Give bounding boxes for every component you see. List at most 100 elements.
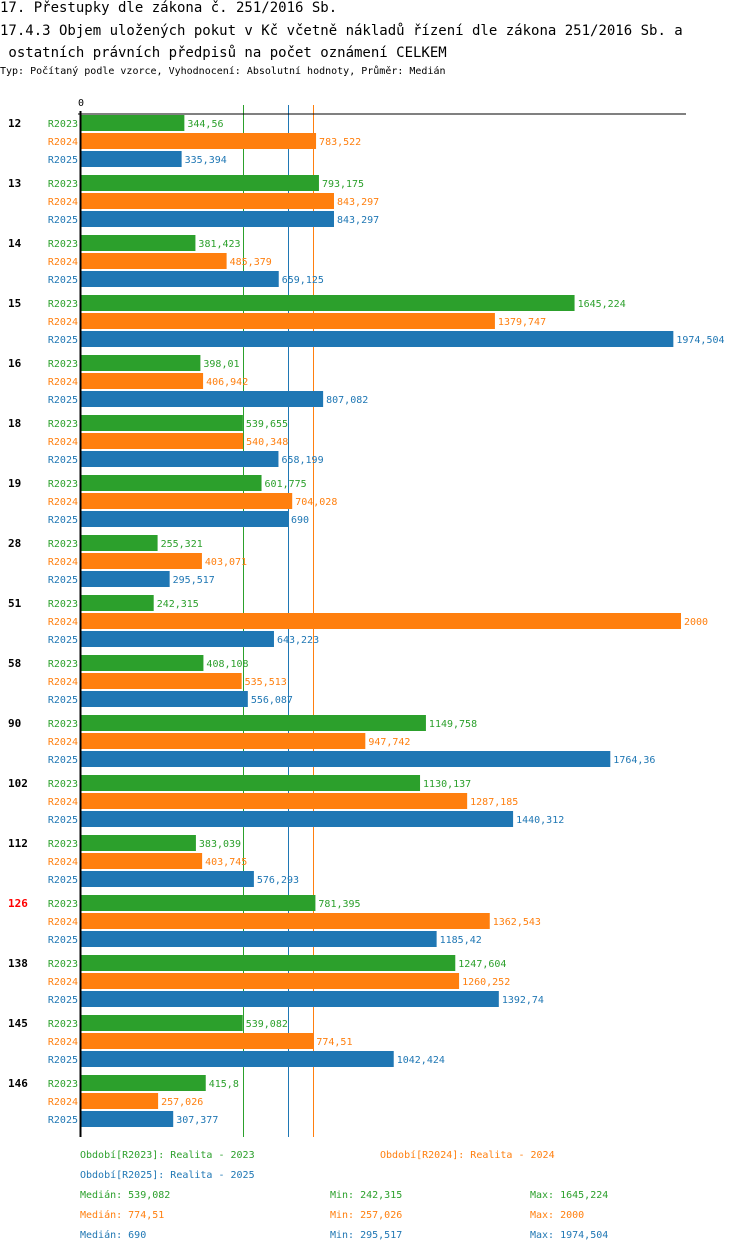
bar-r2025-15 [81, 331, 674, 347]
series-row-label: R2024 [48, 317, 78, 328]
series-row-label: R2024 [48, 1037, 78, 1048]
data-label: 658,199 [281, 455, 323, 466]
bar-r2023-13 [81, 175, 319, 191]
category-label: 102 [8, 777, 28, 790]
bar-r2023-15 [81, 295, 575, 311]
series-row-label: R2025 [48, 275, 78, 286]
category-label: 15 [8, 297, 21, 310]
legend-period-r2024: Období[R2024]: Realita - 2024 [380, 1150, 555, 1161]
category-label: 126 [8, 897, 28, 910]
legend-min-r2025: Min: 295,517 [330, 1230, 403, 1241]
data-label: 601,775 [265, 479, 307, 490]
bar-r2024-112 [81, 853, 203, 869]
category-label: 90 [8, 717, 21, 730]
bar-r2024-13 [81, 193, 334, 209]
data-label: 2000 [684, 617, 708, 628]
series-row-label: R2023 [48, 419, 78, 430]
data-label: 1440,312 [516, 815, 564, 826]
chart-title: 17.4.3 Objem uložených pokut v Kč včetně… [0, 20, 683, 64]
bar-r2024-14 [81, 253, 227, 269]
series-row-label: R2024 [48, 557, 78, 568]
legend-median-r2024: Medián: 774,51 [80, 1210, 165, 1221]
bar-r2024-12 [81, 133, 317, 149]
category-label: 58 [8, 657, 21, 670]
series-row-label: R2023 [48, 299, 78, 310]
category-label: 18 [8, 417, 21, 430]
series-row-label: R2025 [48, 515, 78, 526]
series-row-label: R2024 [48, 137, 78, 148]
category-label: 19 [8, 477, 21, 490]
data-label: 257,026 [161, 1097, 203, 1108]
data-label: 539,082 [246, 1019, 288, 1030]
data-label: 1379,747 [498, 317, 546, 328]
series-row-label: R2024 [48, 377, 78, 388]
series-row-label: R2025 [48, 335, 78, 346]
category-label: 51 [8, 597, 22, 610]
series-row-label: R2025 [48, 575, 78, 586]
bar-r2023-126 [81, 895, 316, 911]
legend-median-r2025: Medián: 690 [80, 1230, 147, 1241]
bar-r2024-51 [81, 613, 681, 629]
bar-r2024-16 [81, 373, 204, 389]
data-label: 1247,604 [458, 959, 506, 970]
bar-chart: 0 12 R2023 344,56 R2024 783,522 R2025 335,394 1… [8, 98, 725, 1137]
data-label: 381,423 [198, 239, 240, 250]
category-label: 145 [8, 1017, 28, 1030]
series-row-label: R2024 [48, 737, 78, 748]
data-label: 344,56 [187, 119, 223, 130]
legend-max-r2023: Max: 1645,224 [530, 1190, 609, 1201]
data-label: 556,087 [251, 695, 293, 706]
series-row-label: R2023 [48, 1019, 78, 1030]
series-row-label: R2025 [48, 995, 78, 1006]
series-row-label: R2025 [48, 155, 78, 166]
bar-r2024-28 [81, 553, 202, 569]
series-row-label: R2024 [48, 977, 78, 988]
data-label: 1260,252 [462, 977, 510, 988]
bar-r2025-58 [81, 691, 248, 707]
bar-r2025-102 [81, 811, 514, 827]
category-label: 112 [8, 837, 28, 850]
series-row-label: R2025 [48, 635, 78, 646]
bar-r2024-145 [81, 1033, 314, 1049]
legend-period-r2023: Období[R2023]: Realita - 2023 [80, 1150, 255, 1161]
bar-r2025-13 [81, 211, 334, 227]
series-row-label: R2024 [48, 617, 78, 628]
bar-r2025-138 [81, 991, 499, 1007]
data-label: 242,315 [157, 599, 199, 610]
bar-r2025-145 [81, 1051, 394, 1067]
category-label: 13 [8, 177, 21, 190]
series-row-label: R2024 [48, 1097, 78, 1108]
data-label: 843,297 [337, 197, 379, 208]
series-row-label: R2023 [48, 959, 78, 970]
data-label: 403,745 [205, 857, 247, 868]
data-label: 783,522 [319, 137, 361, 148]
bar-r2025-28 [81, 571, 170, 587]
data-label: 415,8 [209, 1079, 239, 1090]
category-label: 146 [8, 1077, 28, 1090]
bar-r2023-14 [81, 235, 196, 251]
data-label: 1042,424 [397, 1055, 445, 1066]
series-row-label: R2025 [48, 695, 78, 706]
series-row-label: R2023 [48, 179, 78, 190]
series-row-label: R2024 [48, 197, 78, 208]
bar-r2024-15 [81, 313, 495, 329]
data-label: 1185,42 [440, 935, 482, 946]
legend-min-r2024: Min: 257,026 [330, 1210, 403, 1221]
series-row-label: R2023 [48, 539, 78, 550]
data-label: 307,377 [176, 1115, 218, 1126]
category-label: 28 [8, 537, 21, 550]
x-tick-label: 0 [78, 98, 84, 109]
data-label: 781,395 [318, 899, 360, 910]
series-row-label: R2024 [48, 857, 78, 868]
bar-r2023-90 [81, 715, 426, 731]
series-row-label: R2025 [48, 1115, 78, 1126]
bar-r2023-16 [81, 355, 201, 371]
series-row-label: R2024 [48, 917, 78, 928]
data-label: 1974,504 [676, 335, 724, 346]
bar-r2024-90 [81, 733, 366, 749]
bar-r2024-146 [81, 1093, 159, 1109]
bar-r2025-19 [81, 511, 288, 527]
data-label: 704,028 [295, 497, 337, 508]
bar-r2025-90 [81, 751, 611, 767]
series-row-label: R2023 [48, 359, 78, 370]
